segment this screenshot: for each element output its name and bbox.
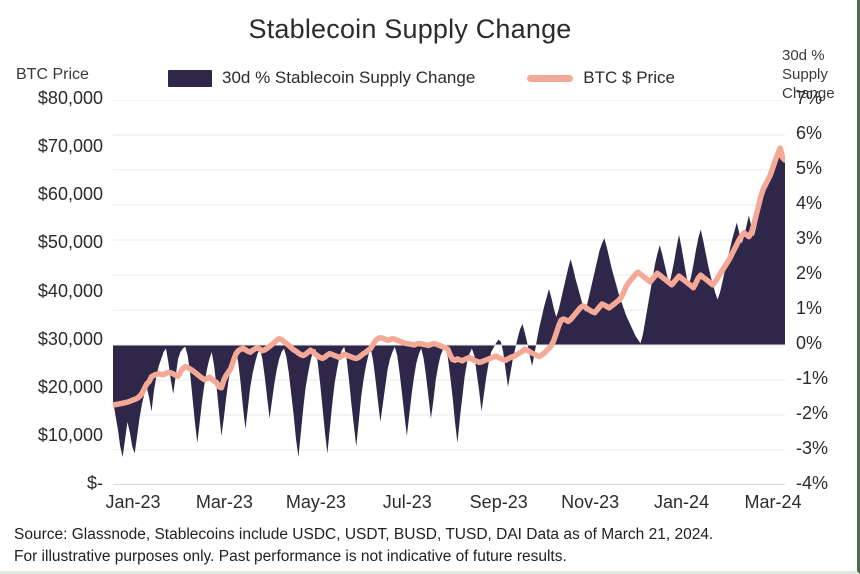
right-axis-caption-line-3: Change (782, 85, 835, 102)
y-axis-left-tick: $70,000 (37, 136, 103, 157)
left-axis-caption: BTC Price (16, 66, 89, 83)
area-series-supply-change (113, 147, 785, 457)
y-axis-right-tick: -2% (796, 403, 829, 423)
y-axis-right-tick: 3% (796, 228, 823, 248)
plot-area (113, 100, 785, 485)
x-axis-tick: Nov-23 (561, 492, 620, 512)
right-axis-caption: 30d % Supply Change (782, 46, 854, 103)
x-axis-ticks: Jan-23 Mar-23 May-23 Jul-23 Sep-23 Nov-23 Jan-… (0, 492, 857, 522)
legend-line-swatch-icon (527, 74, 574, 82)
y-axis-right-tick: 1% (796, 298, 823, 318)
y-axis-right-tick: 6% (796, 123, 823, 143)
legend-area-swatch-icon (168, 69, 212, 87)
y-axis-right-tick: 2% (796, 263, 823, 283)
y-axis-left-tick: $- (86, 473, 103, 493)
y-axis-right-tick: 0% (796, 333, 823, 353)
line-series-btc-price (113, 145, 785, 408)
right-axis-caption-line-2: Supply (782, 66, 828, 83)
chart-legend: 30d % Stablecoin Supply Change BTC $ Pri… (168, 68, 675, 88)
right-axis-ticks: -4% -3% -2% -1% 0% 1% 2% 3% 4% 5% 6% 7% (796, 0, 857, 571)
x-axis-tick: Mar-24 (744, 492, 802, 512)
x-axis-tick: Sep-23 (469, 492, 528, 512)
x-axis-tick: May-23 (285, 492, 346, 512)
y-axis-left-tick: $50,000 (37, 232, 103, 253)
right-axis-caption-line-1: 30d % (782, 47, 825, 64)
x-axis-tick: Jan-23 (105, 492, 161, 512)
y-axis-right-tick: 4% (796, 193, 823, 213)
legend-item-btc-price[interactable]: BTC $ Price (527, 68, 675, 88)
legend-item-label: BTC $ Price (583, 68, 675, 87)
y-axis-left-tick: $10,000 (37, 424, 103, 445)
y-axis-left-tick: $60,000 (37, 184, 103, 205)
page-title: Stablecoin Supply Change (248, 14, 572, 44)
y-axis-right-tick: -3% (796, 438, 829, 458)
footnote-line-1: Source: Glassnode, Stablecoins include U… (14, 526, 714, 543)
y-axis-right-tick: -1% (796, 368, 829, 388)
y-axis-right-tick: -4% (796, 473, 829, 493)
y-axis-right-tick: 5% (796, 158, 823, 178)
chart-canvas (113, 100, 785, 485)
left-axis-ticks: $- $10,000 $20,000 $30,000 $40,000 $50,000 $60… (0, 0, 103, 571)
legend-item-label: 30d % Stablecoin Supply Change (222, 68, 476, 87)
footnote-line-2: For illustrative purposes only. Past per… (14, 548, 567, 565)
x-axis-tick: Mar-23 (195, 492, 253, 512)
legend-item-supply-change[interactable]: 30d % Stablecoin Supply Change (168, 68, 475, 88)
footnote: Source: Glassnode, Stablecoins include U… (14, 524, 844, 568)
y-axis-left-tick: $30,000 (37, 328, 103, 349)
y-axis-left-tick: $80,000 (37, 88, 103, 108)
y-axis-right-tick: 7% (796, 88, 823, 108)
x-axis-tick: Jan-24 (654, 492, 710, 512)
y-axis-left-tick: $40,000 (37, 280, 103, 301)
y-axis-left-tick: $20,000 (37, 376, 103, 397)
x-axis-tick: Jul-23 (382, 492, 432, 512)
